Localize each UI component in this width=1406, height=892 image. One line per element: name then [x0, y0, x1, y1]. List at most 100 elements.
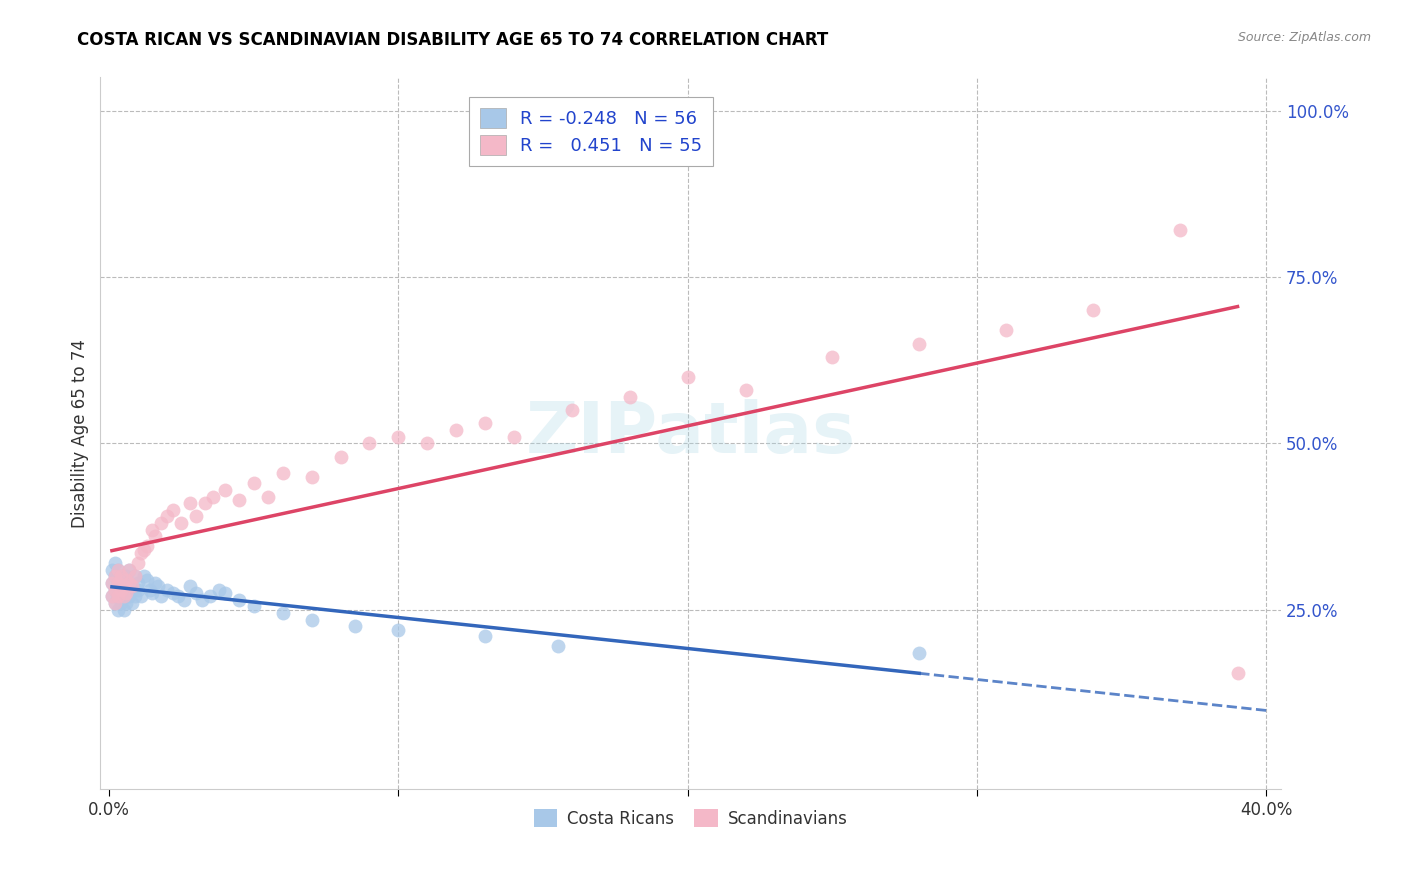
Point — [118, 576, 141, 591]
Point — [101, 563, 124, 577]
Point — [127, 576, 149, 591]
Point — [271, 467, 294, 481]
Point — [150, 516, 173, 530]
Point — [115, 596, 138, 610]
Point — [167, 590, 190, 604]
Point — [107, 602, 129, 616]
Point — [676, 369, 699, 384]
Point — [124, 590, 146, 604]
Point — [359, 436, 381, 450]
Point — [242, 476, 264, 491]
Point — [143, 529, 166, 543]
Point — [193, 496, 215, 510]
Point — [1168, 223, 1191, 237]
Point — [141, 586, 163, 600]
Point — [387, 430, 409, 444]
Point — [162, 503, 184, 517]
Point — [104, 596, 127, 610]
Point — [101, 590, 124, 604]
Text: COSTA RICAN VS SCANDINAVIAN DISABILITY AGE 65 TO 74 CORRELATION CHART: COSTA RICAN VS SCANDINAVIAN DISABILITY A… — [77, 31, 828, 49]
Point — [156, 582, 179, 597]
Point — [208, 582, 231, 597]
Point — [104, 556, 127, 570]
Point — [110, 582, 132, 597]
Point — [228, 592, 250, 607]
Point — [170, 516, 193, 530]
Point — [547, 639, 569, 653]
Point — [1081, 303, 1104, 318]
Point — [474, 629, 496, 643]
Point — [104, 569, 127, 583]
Point — [112, 576, 135, 591]
Point — [112, 579, 135, 593]
Point — [179, 496, 201, 510]
Point — [118, 563, 141, 577]
Point — [107, 590, 129, 604]
Point — [908, 646, 931, 660]
Point — [162, 586, 184, 600]
Point — [242, 599, 264, 614]
Point — [104, 569, 127, 583]
Point — [343, 619, 366, 633]
Point — [141, 523, 163, 537]
Point — [127, 556, 149, 570]
Point — [115, 573, 138, 587]
Point — [271, 606, 294, 620]
Point — [228, 492, 250, 507]
Text: ZIPatlas: ZIPatlas — [526, 399, 856, 467]
Point — [202, 490, 225, 504]
Point — [190, 592, 212, 607]
Point — [127, 582, 149, 597]
Point — [104, 582, 127, 597]
Point — [301, 469, 323, 483]
Y-axis label: Disability Age 65 to 74: Disability Age 65 to 74 — [72, 339, 89, 528]
Point — [561, 403, 583, 417]
Point — [257, 490, 280, 504]
Text: Source: ZipAtlas.com: Source: ZipAtlas.com — [1237, 31, 1371, 45]
Point — [107, 590, 129, 604]
Point — [124, 569, 146, 583]
Point — [503, 430, 526, 444]
Point — [387, 623, 409, 637]
Point — [129, 546, 152, 560]
Point — [118, 576, 141, 591]
Point — [138, 582, 160, 597]
Point — [995, 323, 1018, 337]
Point — [301, 613, 323, 627]
Point — [112, 602, 135, 616]
Point — [124, 569, 146, 583]
Point — [132, 542, 155, 557]
Point — [115, 569, 138, 583]
Point — [112, 590, 135, 604]
Point — [156, 509, 179, 524]
Point — [118, 590, 141, 604]
Point — [214, 483, 236, 497]
Point — [821, 350, 844, 364]
Point — [446, 423, 468, 437]
Point — [474, 417, 496, 431]
Point — [112, 590, 135, 604]
Point — [416, 436, 439, 450]
Point — [135, 573, 157, 587]
Point — [121, 596, 143, 610]
Point — [110, 596, 132, 610]
Point — [200, 590, 222, 604]
Point — [619, 390, 641, 404]
Point — [110, 569, 132, 583]
Point — [150, 590, 173, 604]
Point — [132, 569, 155, 583]
Point — [115, 586, 138, 600]
Point — [107, 563, 129, 577]
Point — [214, 586, 236, 600]
Point — [121, 582, 143, 597]
Point — [135, 540, 157, 554]
Point — [184, 509, 207, 524]
Point — [908, 336, 931, 351]
Point — [107, 576, 129, 591]
Point — [101, 576, 124, 591]
Point — [734, 383, 756, 397]
Point — [143, 576, 166, 591]
Point — [129, 590, 152, 604]
Point — [1226, 665, 1249, 680]
Point — [110, 569, 132, 583]
